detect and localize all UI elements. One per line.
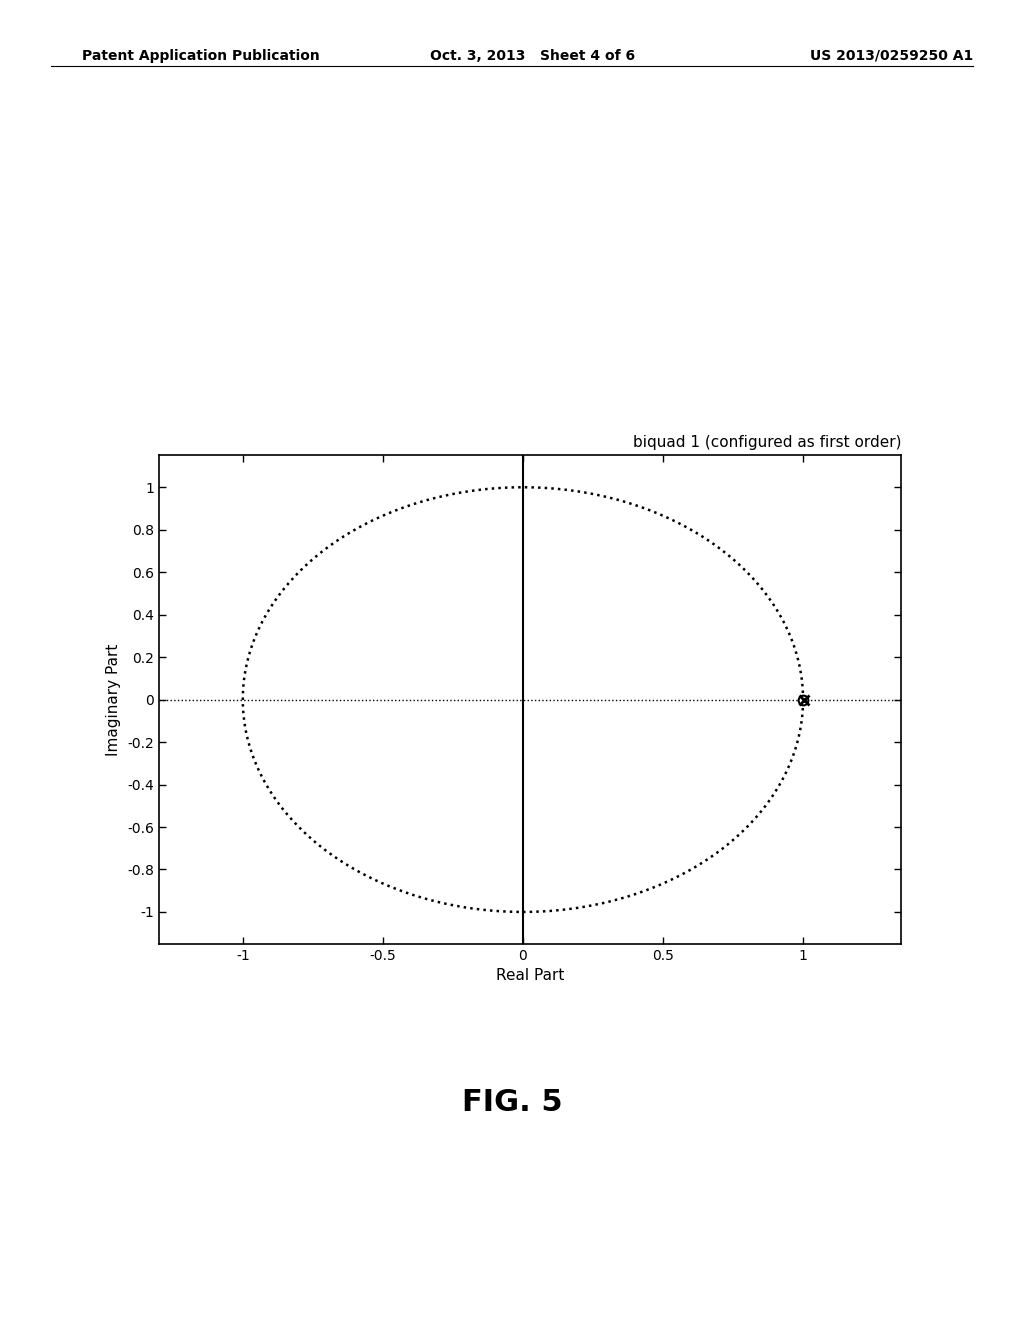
Text: FIG. 5: FIG. 5	[462, 1088, 562, 1117]
Text: Oct. 3, 2013   Sheet 4 of 6: Oct. 3, 2013 Sheet 4 of 6	[430, 49, 635, 63]
Text: Patent Application Publication: Patent Application Publication	[82, 49, 319, 63]
Y-axis label: Imaginary Part: Imaginary Part	[106, 643, 122, 756]
X-axis label: Real Part: Real Part	[496, 968, 564, 983]
Text: US 2013/0259250 A1: US 2013/0259250 A1	[810, 49, 973, 63]
Text: biquad 1 (configured as first order): biquad 1 (configured as first order)	[633, 436, 901, 450]
